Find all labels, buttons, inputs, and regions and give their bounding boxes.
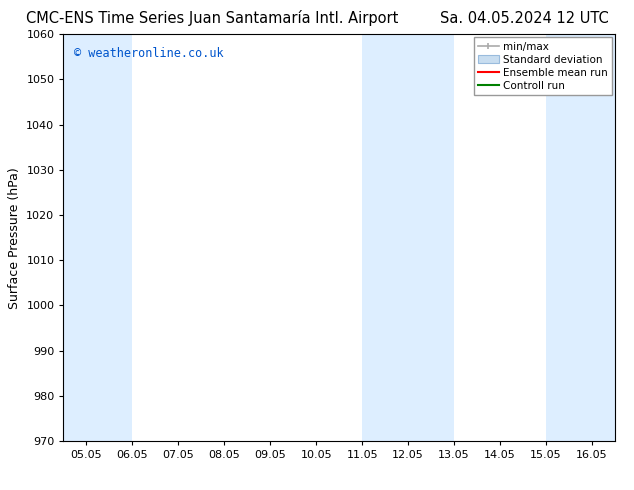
Text: © weatheronline.co.uk: © weatheronline.co.uk — [74, 47, 224, 59]
Bar — [362, 34, 454, 441]
Legend: min/max, Standard deviation, Ensemble mean run, Controll run: min/max, Standard deviation, Ensemble me… — [474, 37, 612, 95]
Bar — [546, 34, 615, 441]
Bar — [63, 34, 133, 441]
Y-axis label: Surface Pressure (hPa): Surface Pressure (hPa) — [8, 167, 21, 309]
Text: CMC-ENS Time Series Juan Santamaría Intl. Airport         Sa. 04.05.2024 12 UTC: CMC-ENS Time Series Juan Santamaría Intl… — [25, 10, 609, 26]
